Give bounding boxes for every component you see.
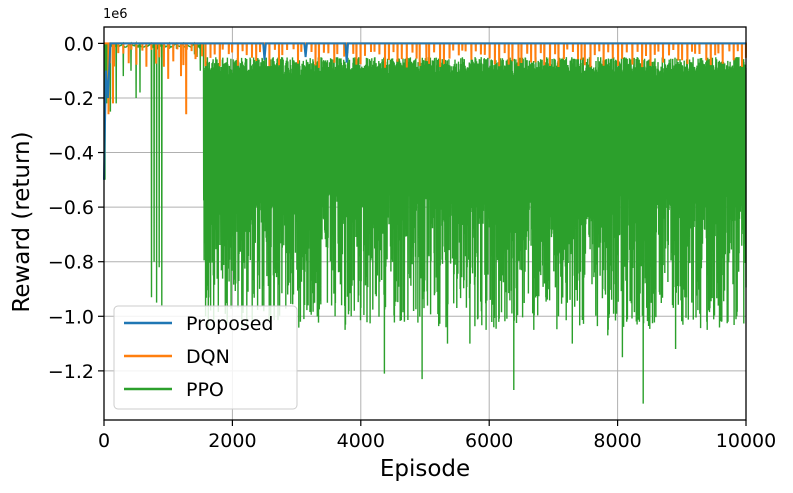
legend: Proposed DQN PPO <box>113 305 298 410</box>
legend-label-proposed: Proposed <box>186 313 273 335</box>
x-tick-label: 0 <box>98 430 110 452</box>
x-tick-label: 8000 <box>593 430 641 452</box>
x-tick-label: 10000 <box>716 430 776 452</box>
y-tick-label: −1.2 <box>48 361 94 383</box>
x-axis-label: Episode <box>380 456 470 482</box>
y-tick-label: −0.2 <box>48 88 94 110</box>
legend-label-ppo: PPO <box>186 379 224 401</box>
ticks: 0 2000 4000 6000 8000 10000 0.0 −0.2 −0.4 −0.6 −0.… <box>48 33 776 452</box>
y-tick-label: 0.0 <box>64 33 94 55</box>
legend-box <box>113 305 298 410</box>
series-layer <box>103 40 747 404</box>
x-tick-label: 4000 <box>337 430 385 452</box>
y-tick-label: −0.8 <box>48 252 94 274</box>
series-proposed <box>103 42 746 180</box>
y-tick-label: −1.0 <box>48 306 94 328</box>
plot-frame <box>103 26 747 421</box>
proposed-line <box>103 42 746 180</box>
x-tick-label: 2000 <box>208 430 256 452</box>
x-tick-label: 6000 <box>465 430 513 452</box>
legend-label-dqn: DQN <box>186 346 230 368</box>
y-tick-label: −0.6 <box>48 197 94 219</box>
y-axis-label: Reward (return) <box>9 131 35 312</box>
y-tick-label: −0.4 <box>48 143 94 165</box>
y-offset-label: 1e6 <box>103 7 128 22</box>
